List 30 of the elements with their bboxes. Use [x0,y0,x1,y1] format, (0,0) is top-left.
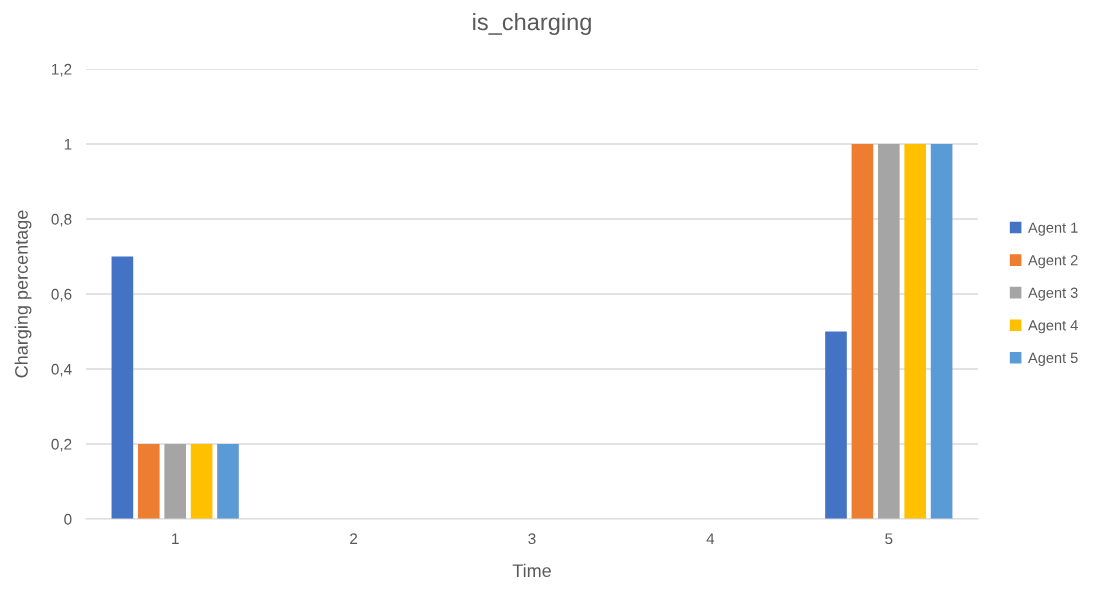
y-tick-label: 0,8 [51,213,72,227]
x-tick-label: 3 [528,533,536,545]
legend-label: Agent 4 [1028,320,1078,334]
x-tick-label: 2 [350,533,358,544]
x-tick-label: 1 [172,533,179,544]
y-tick-label: 0 [64,513,72,525]
bar [825,331,847,519]
x-tick-label: 5 [885,533,893,545]
y-tick-label: 1 [64,139,72,150]
bar [190,444,213,519]
legend-label: Agent 1 [1028,222,1078,236]
legend-label: Agent 5 [1028,352,1078,366]
y-tick-label: 1,2 [52,63,72,77]
y-tick-label: 0,6 [51,288,72,302]
bar [137,444,160,519]
bar [904,144,927,519]
y-tick-label: 0,2 [51,438,72,452]
y-axis-title: Charging percentage [14,210,32,378]
legend-label: Agent 2 [1028,255,1078,269]
chart-title: is_charging [473,13,591,36]
y-tick-label: 0,4 [51,363,72,377]
bar [930,144,953,519]
bar [877,144,900,519]
bar [217,444,239,519]
legend-label: Agent 3 [1028,287,1078,301]
x-tick-label: 4 [706,533,715,544]
bar [111,256,134,519]
bar [851,144,874,519]
x-axis-title: Time [512,563,551,578]
bar [164,444,187,519]
